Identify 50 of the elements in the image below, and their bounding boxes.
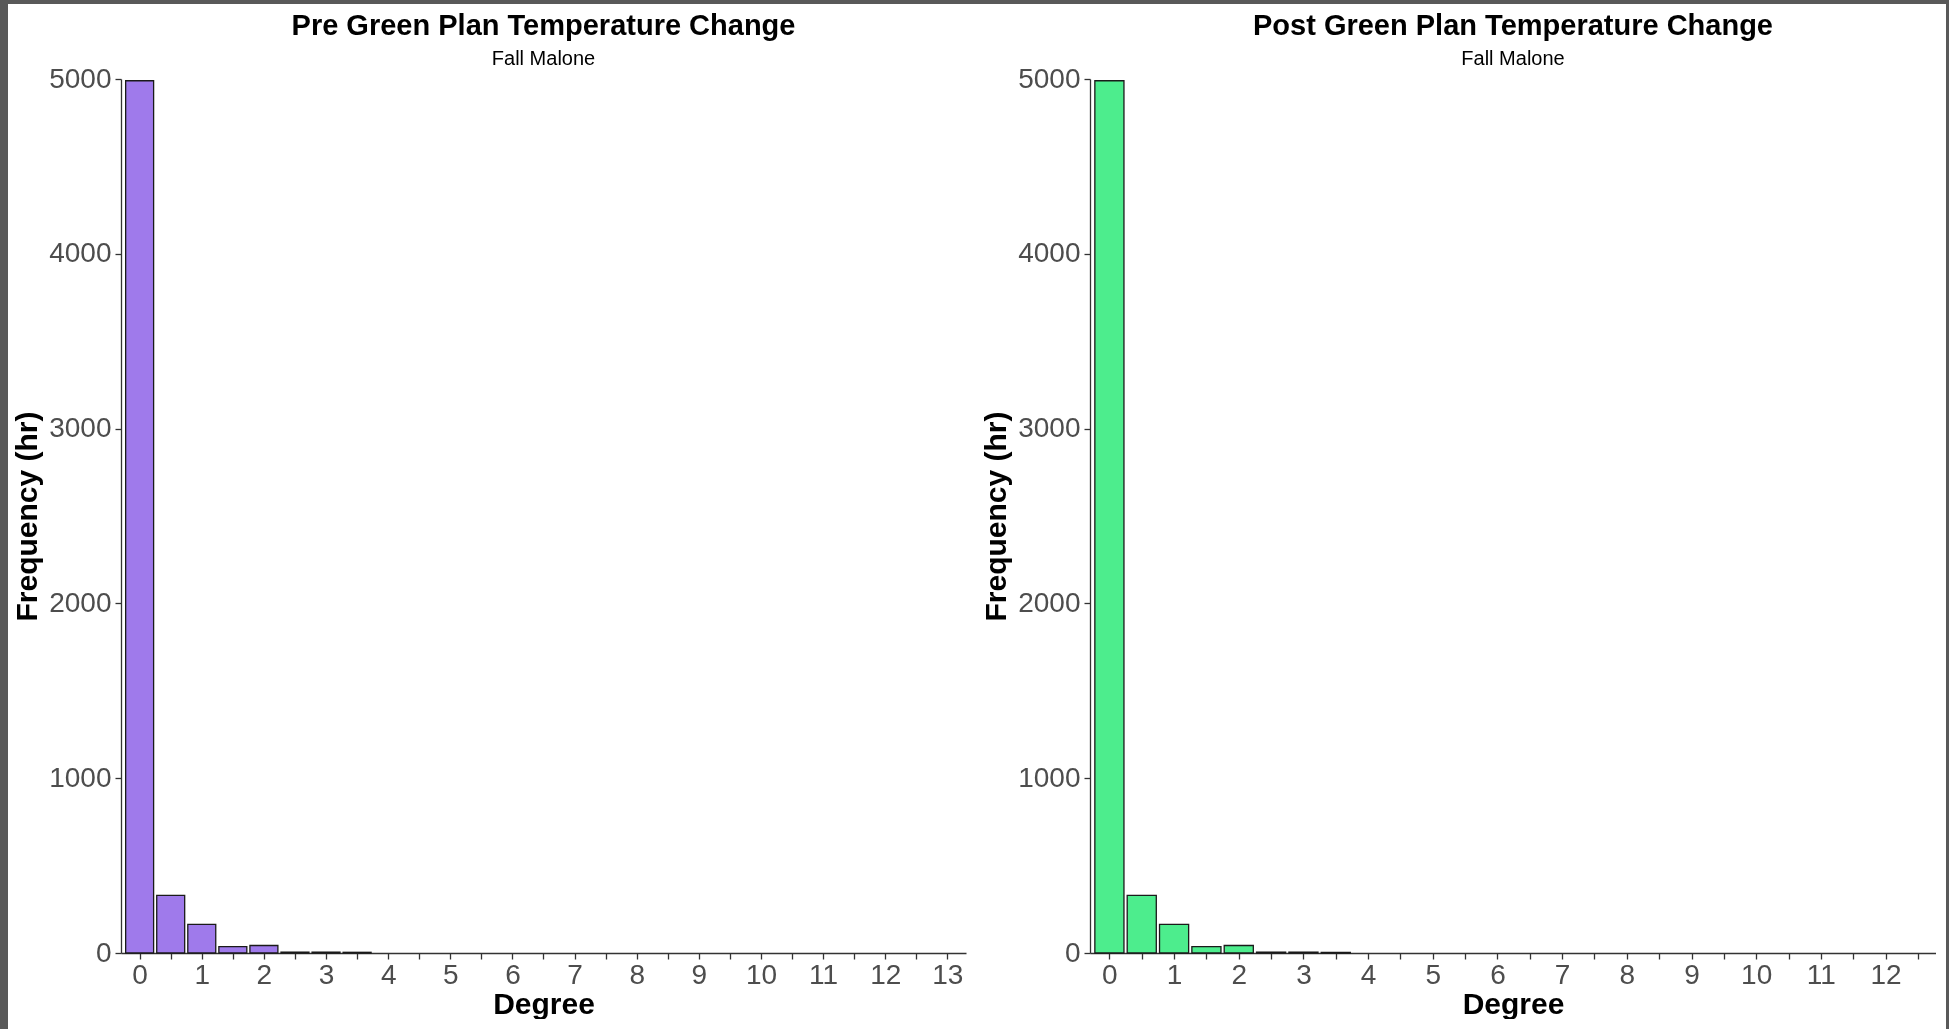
y-tick-label: 1000 [1018, 761, 1081, 793]
y-tick-label: 4000 [49, 237, 112, 269]
y-tick-label: 2000 [1018, 586, 1081, 618]
chart-title: Pre Green Plan Temperature Change [291, 9, 796, 41]
x-tick-label: 8 [1619, 958, 1636, 990]
y-tick-label: 5000 [49, 62, 112, 94]
y-tick-label: 1000 [49, 761, 112, 793]
bar [1191, 946, 1222, 954]
chart-subtitle: Fall Malone [491, 47, 596, 69]
x-tick-label: 3 [318, 958, 335, 990]
x-tick-label: 13 [932, 958, 964, 990]
x-tick-label: 8 [629, 958, 645, 990]
x-tick-label: 10 [745, 958, 778, 990]
x-tick-label: 5 [443, 958, 459, 990]
chart-subtitle: Fall Malone [1461, 47, 1565, 69]
x-tick-label: 4 [1360, 958, 1377, 990]
y-tick-label: 5000 [1018, 62, 1081, 94]
x-tick-label: 4 [380, 958, 397, 990]
y-tick-label: 0 [1064, 936, 1081, 968]
x-tick-label: 2 [256, 958, 273, 990]
bar [1094, 80, 1125, 954]
bar [125, 80, 155, 954]
y-tick-label: 0 [95, 936, 112, 968]
x-tick-label: 2 [1231, 958, 1248, 990]
bar [1126, 894, 1157, 954]
y-tick-label: 4000 [1018, 237, 1081, 269]
bar [187, 923, 217, 954]
bar [218, 946, 248, 954]
y-tick-label: 3000 [1018, 412, 1081, 444]
x-tick-label: 9 [1684, 958, 1700, 990]
x-tick-label: 12 [1870, 958, 1902, 990]
y-axis-title: Frequency (hr) [979, 411, 1013, 622]
bar [1158, 923, 1190, 954]
x-tick-label: 1 [1166, 958, 1183, 990]
y-axis-title: Frequency (hr) [10, 411, 44, 622]
y-tick-label: 2000 [49, 586, 112, 618]
x-tick-label: 5 [1425, 958, 1442, 990]
y-tick-label: 3000 [49, 412, 112, 444]
bar [1223, 944, 1254, 954]
x-tick-label: 11 [809, 958, 839, 990]
x-tick-label: 10 [1741, 958, 1773, 990]
chart-title: Post Green Plan Temperature Change [1253, 9, 1773, 41]
x-tick-label: 1 [194, 958, 211, 990]
x-tick-label: 3 [1296, 958, 1312, 990]
x-tick-label: 0 [132, 958, 148, 990]
x-tick-label: 11 [1806, 958, 1836, 990]
bar [156, 894, 186, 954]
x-tick-label: 9 [691, 958, 708, 990]
x-tick-label: 0 [1102, 958, 1118, 990]
x-tick-label: 12 [870, 958, 902, 990]
